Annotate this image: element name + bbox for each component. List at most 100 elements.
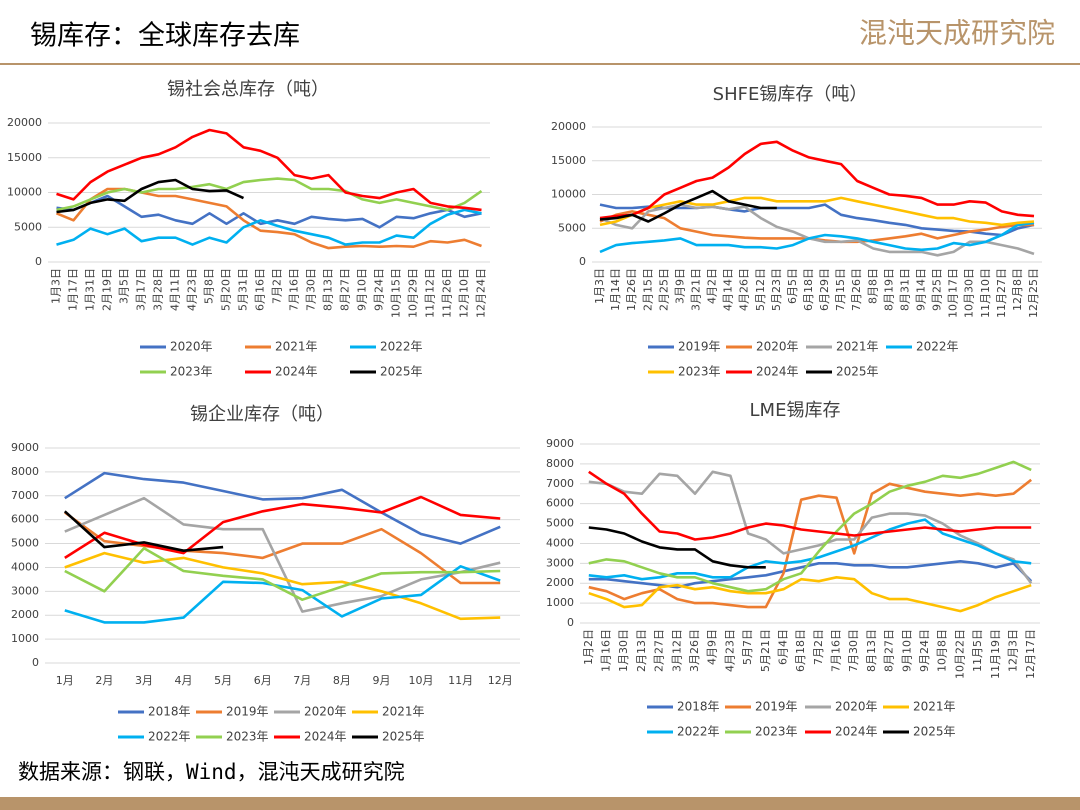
series-line bbox=[588, 518, 1032, 581]
x-tick-label: 5月 bbox=[214, 674, 232, 687]
y-tick-label: 7000 bbox=[11, 489, 39, 502]
series-line bbox=[599, 196, 1035, 227]
legend-label: 2025年 bbox=[382, 730, 425, 744]
y-tick-label: 9000 bbox=[546, 437, 574, 450]
chart-title: 锡企业库存（吨） bbox=[190, 404, 334, 425]
x-tick-label: 7月 bbox=[293, 674, 311, 687]
x-tick-label: 4月 bbox=[175, 674, 193, 687]
y-tick-label: 5000 bbox=[11, 537, 39, 550]
x-tick-label: 2月27日 bbox=[653, 629, 666, 672]
x-tick-label: 3月28日 bbox=[152, 268, 165, 311]
y-tick-label: 5000 bbox=[14, 220, 42, 233]
y-tick-label: 0 bbox=[32, 656, 39, 669]
x-tick-label: 9月14日 bbox=[914, 268, 927, 311]
y-tick-label: 10000 bbox=[551, 188, 586, 201]
x-tick-label: 12月25日 bbox=[1027, 268, 1040, 318]
x-tick-label: 7月2日 bbox=[812, 629, 825, 665]
x-tick-label: 9月24日 bbox=[373, 268, 386, 311]
x-tick-label: 8月31日 bbox=[898, 268, 911, 311]
x-tick-label: 10月8日 bbox=[936, 629, 949, 672]
y-tick-label: 10000 bbox=[7, 186, 42, 199]
series-line bbox=[588, 526, 766, 569]
x-tick-label: 5月31日 bbox=[237, 268, 250, 311]
y-tick-label: 1000 bbox=[546, 596, 574, 609]
legend-label: 2023年 bbox=[170, 365, 213, 379]
x-tick-label: 1月3日 bbox=[593, 268, 606, 304]
x-tick-label: 9月10日 bbox=[900, 629, 913, 672]
series-line bbox=[588, 560, 1033, 589]
chart-title: SHFE锡库存（吨） bbox=[713, 84, 868, 105]
series-line bbox=[599, 140, 1035, 220]
x-tick-label: 4月23日 bbox=[723, 629, 736, 672]
series-line bbox=[599, 203, 1035, 257]
series-line bbox=[63, 510, 224, 552]
legend-label: 2018年 bbox=[148, 705, 191, 719]
x-tick-label: 6月16日 bbox=[254, 268, 267, 311]
x-tick-label: 7月2日 bbox=[271, 268, 284, 304]
x-tick-label: 3月26日 bbox=[688, 629, 701, 672]
x-tick-label: 9月25日 bbox=[931, 268, 944, 311]
y-tick-label: 0 bbox=[35, 255, 42, 268]
x-tick-label: 2月19日 bbox=[101, 268, 114, 311]
y-tick-label: 4000 bbox=[546, 536, 574, 549]
x-tick-label: 12月10日 bbox=[458, 268, 471, 318]
x-tick-label: 1月2日 bbox=[582, 629, 595, 665]
y-tick-label: 5000 bbox=[558, 221, 586, 234]
x-tick-label: 1月31日 bbox=[84, 268, 97, 311]
y-tick-label: 3000 bbox=[546, 556, 574, 569]
series-line bbox=[599, 189, 777, 223]
legend-label: 2020年 bbox=[170, 340, 213, 354]
x-tick-label: 10月29日 bbox=[407, 268, 420, 318]
x-tick-label: 11月27日 bbox=[995, 268, 1008, 318]
legend-label: 2022年 bbox=[380, 340, 423, 354]
y-tick-label: 8000 bbox=[546, 457, 574, 470]
x-tick-label: 6月5日 bbox=[786, 268, 799, 304]
legend-label: 2020年 bbox=[304, 705, 347, 719]
series-line bbox=[588, 470, 1033, 584]
legend-label: 2021年 bbox=[275, 340, 318, 354]
x-tick-label: 4月23日 bbox=[186, 268, 199, 311]
x-tick-label: 7月26日 bbox=[850, 268, 863, 311]
x-tick-label: 1月17日 bbox=[67, 268, 80, 311]
x-tick-label: 7月30日 bbox=[305, 268, 318, 311]
y-tick-label: 6000 bbox=[546, 497, 574, 510]
series-line bbox=[56, 128, 482, 212]
legend-label: 2022年 bbox=[916, 340, 959, 354]
legend-label: 2024年 bbox=[275, 365, 318, 379]
series-line bbox=[64, 565, 501, 624]
legend-label: 2024年 bbox=[304, 730, 347, 744]
source-note: 数据来源：钢联，Wind，混沌天成研究院 bbox=[18, 760, 405, 784]
x-tick-label: 7月30日 bbox=[847, 629, 860, 672]
series-line bbox=[588, 576, 1032, 613]
x-tick-label: 12月17日 bbox=[1024, 629, 1037, 679]
series-line bbox=[56, 178, 245, 214]
x-tick-label: 12月24日 bbox=[475, 268, 488, 318]
x-tick-label: 11月 bbox=[448, 674, 473, 687]
series-line bbox=[56, 177, 483, 212]
x-tick-label: 3月 bbox=[135, 674, 153, 687]
x-tick-label: 5月8日 bbox=[203, 268, 216, 304]
x-tick-label: 8月19日 bbox=[882, 268, 895, 311]
x-tick-label: 11月5日 bbox=[971, 629, 984, 672]
series-line bbox=[64, 471, 501, 545]
legend-label: 2022年 bbox=[148, 730, 191, 744]
x-tick-label: 1月16日 bbox=[600, 629, 613, 672]
x-tick-label: 2月15日 bbox=[641, 268, 654, 311]
legend-label: 2019年 bbox=[678, 340, 721, 354]
x-tick-label: 11月12日 bbox=[424, 268, 437, 318]
series-line bbox=[56, 187, 482, 250]
legend-label: 2022年 bbox=[677, 725, 720, 739]
x-tick-label: 4月9日 bbox=[706, 629, 719, 665]
legend-label: 2023年 bbox=[678, 365, 721, 379]
x-tick-label: 10月 bbox=[409, 674, 434, 687]
y-tick-label: 20000 bbox=[551, 120, 586, 133]
x-tick-label: 7月16日 bbox=[288, 268, 301, 311]
y-tick-label: 20000 bbox=[7, 116, 42, 129]
x-tick-label: 4月11日 bbox=[169, 268, 182, 311]
x-tick-label: 8月8日 bbox=[866, 268, 879, 304]
x-tick-label: 2月 bbox=[95, 674, 113, 687]
legend-label: 2025年 bbox=[913, 725, 956, 739]
x-tick-label: 3月21日 bbox=[689, 268, 702, 311]
